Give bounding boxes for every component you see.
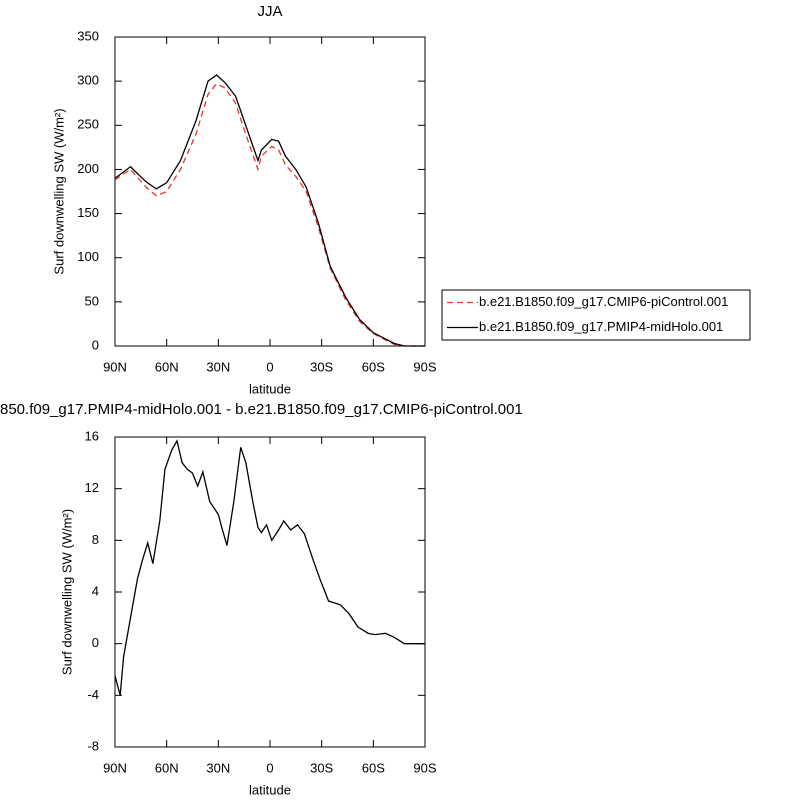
y-tick-label: 0	[92, 635, 99, 650]
legend: b.e21.B1850.f09_g17.CMIP6-piControl.001b…	[441, 289, 751, 341]
y-axis-label: Surf downwelling SW (W/m²)	[59, 509, 74, 675]
y-tick-label: 4	[92, 583, 99, 598]
x-tick-label: 30S	[310, 760, 333, 775]
y-tick-label: 200	[77, 161, 99, 176]
x-tick-label: 60N	[155, 760, 179, 775]
plot-frame	[114, 436, 426, 748]
x-axis-label: latitude	[249, 381, 291, 396]
line-series	[114, 439, 425, 696]
x-tick-label: 30N	[206, 760, 230, 775]
y-tick-label: 16	[85, 428, 99, 443]
x-tick-label: 90N	[103, 359, 127, 374]
y-tick-label: 250	[77, 117, 99, 132]
x-tick-label: 90S	[413, 760, 436, 775]
y-tick-label: 50	[85, 293, 99, 308]
x-tick-label: 0	[266, 359, 273, 374]
x-tick-label: 60S	[362, 760, 385, 775]
x-axis-label: latitude	[249, 782, 291, 797]
y-tick-label: 100	[77, 249, 99, 264]
x-tick-label: 90S	[413, 359, 436, 374]
line-series	[114, 82, 425, 347]
y-tick-label: 12	[85, 480, 99, 495]
x-tick-label: 30S	[310, 359, 333, 374]
y-tick-label: 350	[77, 28, 99, 43]
x-tick-label: 0	[266, 760, 273, 775]
x-tick-label: 90N	[103, 760, 127, 775]
y-tick-label: 0	[92, 337, 99, 352]
y-tick-label: 150	[77, 205, 99, 220]
legend-box	[441, 289, 751, 341]
y-tick-label: 300	[77, 73, 99, 88]
chart-title: 850.f09_g17.PMIP4-midHolo.001 - b.e21.B1…	[0, 401, 523, 418]
y-axis-label: Surf downwelling SW (W/m²)	[51, 108, 66, 274]
x-tick-label: 60N	[155, 359, 179, 374]
x-tick-label: 30N	[206, 359, 230, 374]
y-tick-label: -4	[87, 687, 99, 702]
legend-label: b.e21.B1850.f09_g17.CMIP6-piControl.001	[479, 294, 728, 309]
y-tick-label: -8	[87, 738, 99, 753]
chart-title: JJA	[257, 3, 282, 20]
plot-frame	[114, 36, 426, 347]
y-tick-label: 8	[92, 532, 99, 547]
x-tick-label: 60S	[362, 359, 385, 374]
legend-label: b.e21.B1850.f09_g17.PMIP4-midHolo.001	[479, 319, 723, 334]
line-series	[114, 74, 425, 347]
